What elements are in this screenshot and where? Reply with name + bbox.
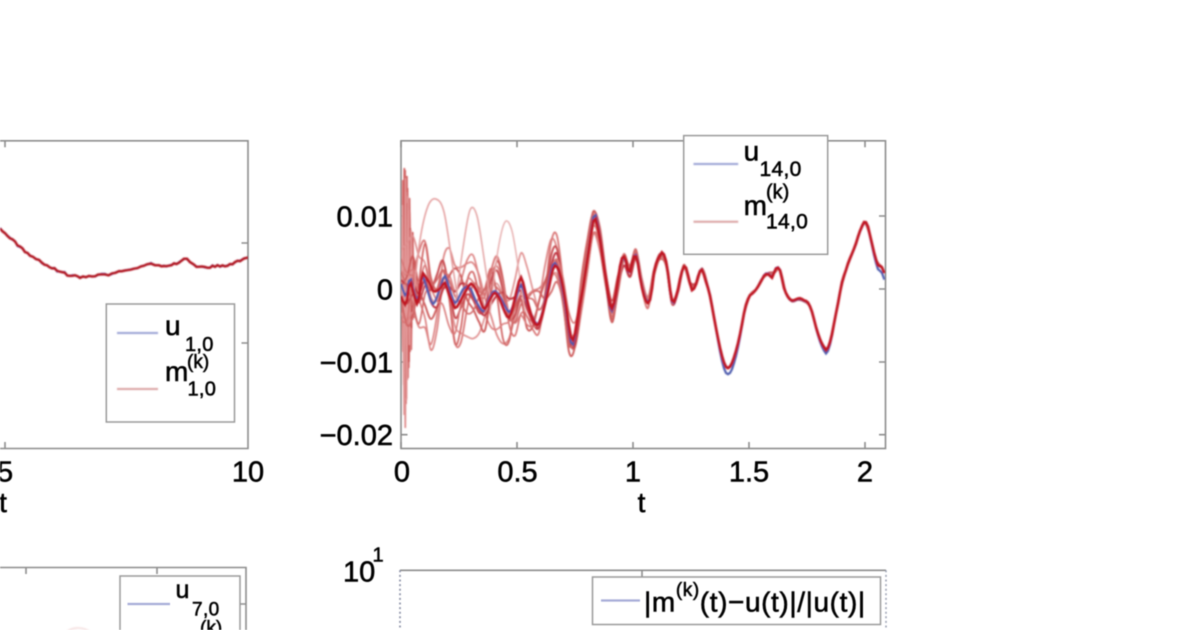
svg-text:5: 5: [0, 457, 13, 489]
svg-text:t: t: [638, 487, 646, 518]
svg-text:−0.01: −0.01: [320, 348, 393, 380]
svg-text:u: u: [744, 136, 760, 167]
svg-text:14,0: 14,0: [766, 211, 808, 234]
svg-text:1.5: 1.5: [729, 457, 769, 489]
svg-text:0.5: 0.5: [497, 457, 537, 489]
svg-text:10: 10: [232, 457, 264, 489]
svg-text:(k): (k): [187, 352, 209, 373]
svg-text:14,0: 14,0: [760, 158, 802, 181]
svg-text:(k): (k): [200, 618, 222, 630]
svg-text:(k): (k): [766, 182, 789, 204]
svg-text:1: 1: [373, 545, 384, 567]
svg-text:0: 0: [377, 275, 393, 307]
svg-text:u: u: [176, 576, 190, 604]
svg-text:−0.02: −0.02: [320, 420, 393, 452]
svg-text:m: m: [744, 190, 767, 221]
svg-text:t: t: [0, 487, 7, 518]
svg-text:u: u: [165, 310, 181, 341]
svg-text:0.01: 0.01: [337, 202, 393, 234]
svg-text:1: 1: [625, 457, 641, 489]
svg-text:1,0: 1,0: [188, 379, 217, 401]
svg-text:0: 0: [394, 457, 410, 489]
svg-text:7,0: 7,0: [192, 600, 220, 621]
svg-text:2: 2: [857, 457, 873, 489]
svg-text:10: 10: [343, 557, 375, 589]
svg-text:1,0: 1,0: [185, 334, 214, 356]
svg-text:m: m: [165, 356, 188, 387]
